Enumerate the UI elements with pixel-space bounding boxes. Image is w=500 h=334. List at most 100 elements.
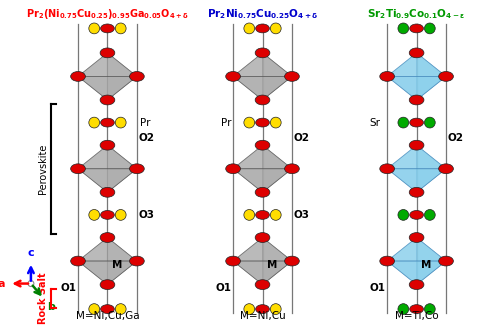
- Text: Pr: Pr: [222, 118, 232, 128]
- Ellipse shape: [409, 280, 424, 290]
- Ellipse shape: [226, 164, 240, 174]
- Text: O1: O1: [60, 283, 76, 293]
- Circle shape: [398, 209, 408, 220]
- Polygon shape: [387, 53, 416, 100]
- Polygon shape: [108, 53, 137, 100]
- Text: c: c: [28, 248, 34, 258]
- Ellipse shape: [100, 232, 115, 242]
- Polygon shape: [78, 145, 108, 192]
- Polygon shape: [387, 261, 446, 285]
- Ellipse shape: [100, 118, 114, 127]
- Ellipse shape: [409, 48, 424, 58]
- Ellipse shape: [100, 24, 114, 33]
- Ellipse shape: [438, 164, 454, 174]
- Circle shape: [244, 304, 254, 315]
- Ellipse shape: [380, 71, 394, 81]
- Polygon shape: [233, 145, 292, 169]
- Circle shape: [244, 209, 254, 220]
- Ellipse shape: [284, 71, 300, 81]
- Circle shape: [89, 117, 100, 128]
- Ellipse shape: [380, 256, 394, 266]
- Ellipse shape: [438, 256, 454, 266]
- Ellipse shape: [255, 280, 270, 290]
- Polygon shape: [262, 145, 292, 192]
- Ellipse shape: [100, 140, 115, 150]
- Text: a: a: [0, 279, 6, 289]
- Polygon shape: [387, 145, 416, 192]
- Text: M=Ti,Co: M=Ti,Co: [395, 311, 438, 321]
- Polygon shape: [387, 76, 446, 100]
- Text: O1: O1: [370, 283, 386, 293]
- Polygon shape: [416, 237, 446, 285]
- Circle shape: [89, 209, 100, 220]
- Circle shape: [424, 209, 435, 220]
- Polygon shape: [78, 53, 137, 76]
- Ellipse shape: [409, 140, 424, 150]
- Ellipse shape: [226, 256, 240, 266]
- Ellipse shape: [256, 118, 270, 127]
- Circle shape: [244, 23, 254, 34]
- Text: O2: O2: [294, 133, 310, 143]
- Circle shape: [244, 117, 254, 128]
- Circle shape: [89, 23, 100, 34]
- Ellipse shape: [256, 210, 270, 219]
- Polygon shape: [387, 169, 446, 192]
- Ellipse shape: [100, 210, 114, 219]
- Circle shape: [424, 117, 435, 128]
- Ellipse shape: [255, 95, 270, 105]
- Text: Perovskite: Perovskite: [38, 144, 48, 194]
- Text: O2: O2: [448, 133, 464, 143]
- Ellipse shape: [409, 95, 424, 105]
- Ellipse shape: [100, 187, 115, 197]
- Circle shape: [270, 209, 281, 220]
- Ellipse shape: [284, 164, 300, 174]
- Polygon shape: [233, 53, 262, 100]
- Polygon shape: [78, 237, 137, 261]
- Text: $\mathbf{Sr_2Ti_{0.9}Co_{0.1}O_{4-\varepsilon}}$: $\mathbf{Sr_2Ti_{0.9}Co_{0.1}O_{4-\varep…: [368, 7, 466, 21]
- Text: M: M: [112, 260, 122, 270]
- Ellipse shape: [255, 140, 270, 150]
- Polygon shape: [233, 261, 292, 285]
- Ellipse shape: [70, 164, 86, 174]
- Text: M: M: [422, 260, 432, 270]
- Ellipse shape: [226, 71, 240, 81]
- Polygon shape: [78, 237, 108, 285]
- Polygon shape: [387, 53, 446, 76]
- Text: Rock Salt: Rock Salt: [38, 273, 48, 324]
- Ellipse shape: [255, 187, 270, 197]
- Circle shape: [398, 117, 408, 128]
- Polygon shape: [233, 145, 262, 192]
- Ellipse shape: [255, 48, 270, 58]
- Ellipse shape: [410, 305, 424, 314]
- Ellipse shape: [100, 48, 115, 58]
- Ellipse shape: [70, 256, 86, 266]
- Circle shape: [424, 23, 435, 34]
- Polygon shape: [387, 237, 446, 261]
- Ellipse shape: [100, 280, 115, 290]
- Text: Sr: Sr: [370, 118, 380, 128]
- Circle shape: [116, 304, 126, 315]
- Circle shape: [116, 209, 126, 220]
- Polygon shape: [416, 145, 446, 192]
- Circle shape: [270, 304, 281, 315]
- Circle shape: [116, 117, 126, 128]
- Polygon shape: [78, 76, 137, 100]
- Circle shape: [398, 304, 408, 315]
- Ellipse shape: [409, 232, 424, 242]
- Polygon shape: [78, 53, 108, 100]
- Circle shape: [89, 304, 100, 315]
- Polygon shape: [416, 53, 446, 100]
- Polygon shape: [108, 145, 137, 192]
- Text: Pr: Pr: [140, 118, 150, 128]
- Ellipse shape: [256, 24, 270, 33]
- Polygon shape: [78, 261, 137, 285]
- Text: O1: O1: [216, 283, 232, 293]
- Circle shape: [28, 281, 34, 287]
- Ellipse shape: [410, 118, 424, 127]
- Ellipse shape: [130, 164, 144, 174]
- Circle shape: [424, 304, 435, 315]
- Ellipse shape: [438, 71, 454, 81]
- Ellipse shape: [410, 24, 424, 33]
- Polygon shape: [233, 237, 292, 261]
- Text: $\mathbf{Pr_2Ni_{0.75}Cu_{0.25}O_{4+\delta}}$: $\mathbf{Pr_2Ni_{0.75}Cu_{0.25}O_{4+\del…: [207, 7, 318, 21]
